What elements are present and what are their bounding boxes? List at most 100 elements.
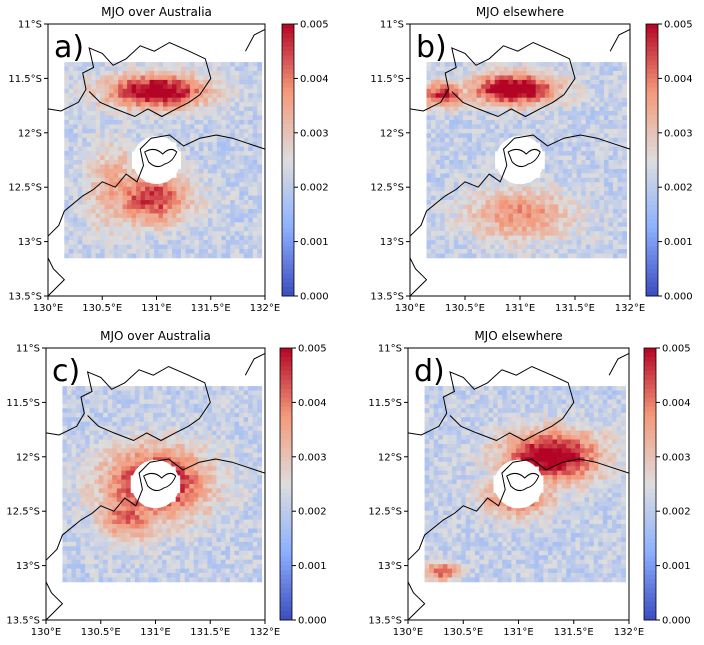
heatmap-cell xyxy=(531,115,537,121)
heatmap-cell xyxy=(185,62,191,67)
heatmap-cell xyxy=(476,84,482,90)
heatmap-cell xyxy=(130,426,136,431)
heatmap-cell xyxy=(453,79,459,85)
heatmap-cell xyxy=(73,249,79,254)
heatmap-cell xyxy=(617,124,623,130)
heatmap-cell xyxy=(104,249,110,254)
heatmap-cell xyxy=(490,146,496,152)
heatmap-cell xyxy=(248,200,254,205)
colorbar-step xyxy=(282,187,294,193)
heatmap-cell xyxy=(243,168,249,174)
heatmap-cell xyxy=(563,222,568,228)
heatmap-cell xyxy=(248,217,254,223)
heatmap-cell xyxy=(212,79,218,85)
heatmap-cell xyxy=(180,426,186,431)
heatmap-cell xyxy=(257,66,263,72)
heatmap-cell xyxy=(431,75,436,81)
heatmap-cell xyxy=(594,111,600,116)
heatmap-cell xyxy=(216,204,222,210)
heatmap-cell xyxy=(531,226,537,232)
heatmap-cell xyxy=(94,550,100,556)
heatmap-cell xyxy=(257,62,263,67)
heatmap-cell xyxy=(198,244,204,250)
heatmap-cell xyxy=(216,164,222,170)
heatmap-cell xyxy=(449,186,455,192)
heatmap-cell xyxy=(553,146,559,152)
colorbar-tick-label: 0.000 xyxy=(664,292,693,303)
heatmap-cell xyxy=(585,70,591,76)
heatmap-cell xyxy=(77,88,83,94)
heatmap-cell xyxy=(508,133,514,139)
heatmap-cell xyxy=(107,399,113,405)
heatmap-cell xyxy=(608,186,614,192)
heatmap-cell xyxy=(485,222,491,228)
heatmap-cell xyxy=(622,111,628,116)
heatmap-cell xyxy=(581,217,587,223)
heatmap-cell xyxy=(95,168,101,174)
heatmap-cell xyxy=(77,168,83,174)
heatmap-cell xyxy=(148,430,154,436)
heatmap-cell xyxy=(490,213,496,219)
heatmap-cell xyxy=(167,88,173,94)
heatmap-cell xyxy=(82,217,88,223)
heatmap-cell xyxy=(85,537,90,543)
heatmap-cell xyxy=(85,439,90,445)
heatmap-cell xyxy=(68,168,74,174)
heatmap-cell xyxy=(116,394,122,400)
heatmap-cell xyxy=(581,102,587,107)
colorbar-step xyxy=(646,246,658,252)
heatmap-cell xyxy=(594,88,600,94)
heatmap-cell xyxy=(158,75,164,81)
heatmap-cell xyxy=(180,93,186,99)
heatmap-cell xyxy=(481,164,486,170)
heatmap-cell xyxy=(608,70,614,76)
heatmap-cell xyxy=(130,457,136,463)
heatmap-cell xyxy=(194,97,200,103)
heatmap-cell xyxy=(563,155,568,161)
heatmap-cell xyxy=(622,244,628,250)
heatmap-cell xyxy=(85,430,90,436)
heatmap-cell xyxy=(100,137,106,143)
heatmap-cell xyxy=(171,119,177,125)
heatmap-cell xyxy=(499,204,505,210)
colorbar-step xyxy=(282,259,294,265)
heatmap-cell xyxy=(113,240,119,245)
heatmap-cell xyxy=(499,75,505,81)
heatmap-cell xyxy=(104,191,110,196)
heatmap-cell xyxy=(198,213,204,219)
heatmap-cell xyxy=(572,222,577,228)
heatmap-cell xyxy=(558,79,564,85)
heatmap-cell xyxy=(476,88,482,94)
heatmap-cell xyxy=(103,497,109,503)
heatmap-cell xyxy=(517,249,523,254)
colorbar-step xyxy=(282,250,294,256)
heatmap-cell xyxy=(526,231,532,237)
heatmap-cell xyxy=(216,142,222,147)
heatmap-cell xyxy=(449,222,455,228)
heatmap-cell xyxy=(617,128,623,134)
heatmap-cell xyxy=(257,226,263,232)
heatmap-cell xyxy=(239,200,245,205)
heatmap-cell xyxy=(576,93,582,99)
heatmap-cell xyxy=(594,79,600,85)
heatmap-cell xyxy=(143,390,149,396)
colorbar-step xyxy=(646,33,658,38)
heatmap-cell xyxy=(540,146,546,152)
heatmap-cell xyxy=(113,173,119,179)
heatmap-cell xyxy=(98,443,104,449)
heatmap-cell xyxy=(458,119,464,125)
heatmap-cell xyxy=(207,231,213,237)
heatmap-cell xyxy=(558,70,564,76)
heatmap-cell xyxy=(440,168,446,174)
heatmap-cell xyxy=(109,155,114,161)
heatmap-cell xyxy=(230,173,236,179)
heatmap-cell xyxy=(248,66,254,72)
heatmap-cell xyxy=(145,119,150,125)
heatmap-cell xyxy=(153,394,158,400)
heatmap-cell xyxy=(225,124,231,130)
heatmap-cell xyxy=(139,506,145,512)
heatmap-cell xyxy=(234,111,240,116)
heatmap-cell xyxy=(257,97,263,103)
heatmap-cell xyxy=(230,111,236,116)
heatmap-cell xyxy=(581,70,587,76)
